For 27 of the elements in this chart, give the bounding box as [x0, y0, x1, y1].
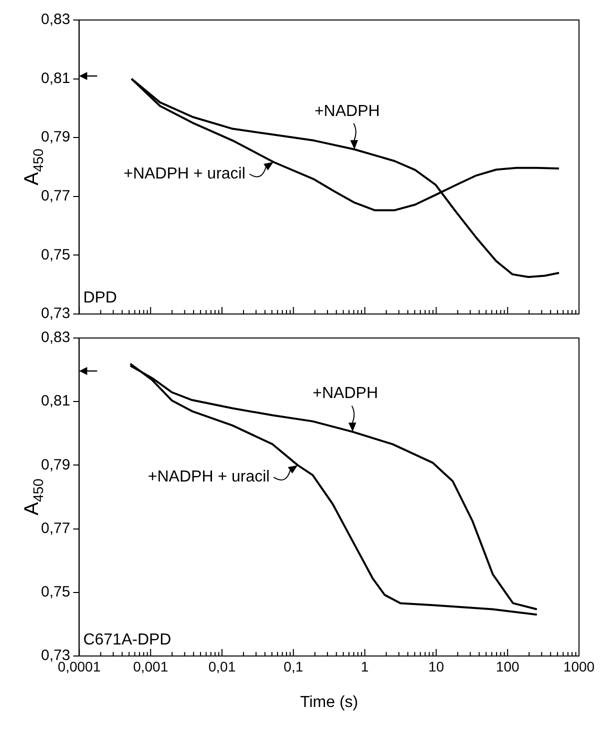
- y-axis-title: A450: [21, 478, 46, 516]
- annotation: +NADPH + uracil: [124, 165, 246, 182]
- y-tick-label: 0,83: [40, 11, 70, 28]
- x-tick-label: 1000: [563, 658, 595, 674]
- annotation: +NADPH + uracil: [148, 468, 270, 486]
- y-tick-label: 0,83: [40, 329, 70, 346]
- y-tick-label: 0,77: [40, 520, 70, 537]
- y-tick-label: 0,75: [40, 246, 70, 264]
- y-tick-label: 0,79: [40, 128, 70, 146]
- y-tick-label: 0,81: [40, 70, 70, 87]
- y-tick-label: 0,73: [40, 305, 70, 322]
- y-tick-label: 0,77: [40, 188, 70, 205]
- y-tick-label: 0,81: [40, 392, 70, 410]
- text: DPD: [83, 289, 117, 306]
- x-axis-title: Time (s): [300, 694, 358, 711]
- x-tick-label: 10: [428, 658, 444, 674]
- x-tick-label: 0,001: [133, 658, 168, 674]
- text: C671A-DPD: [83, 631, 172, 648]
- x-tick-label: 0,1: [284, 658, 304, 674]
- y-tick-label: 0,75: [40, 584, 70, 601]
- x-tick-label: 100: [496, 658, 520, 674]
- annotation: +NADPH: [312, 385, 378, 402]
- x-tick-label: 1: [360, 658, 369, 674]
- x-tick-label: 0,01: [208, 658, 236, 674]
- y-axis-title: A450: [21, 148, 46, 186]
- y-tick-label: 0,79: [40, 456, 70, 474]
- annotation: +NADPH: [314, 102, 380, 120]
